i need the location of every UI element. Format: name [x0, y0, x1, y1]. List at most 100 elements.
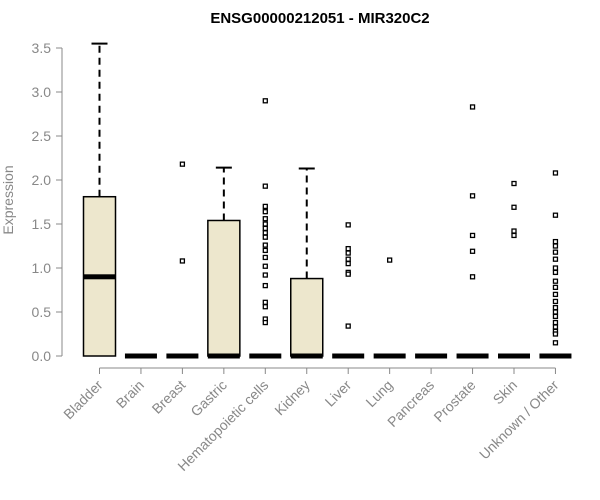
median-5 [290, 353, 323, 359]
median-9 [456, 353, 489, 359]
outlier-6-2 [345, 250, 351, 256]
x-tick-label-11: Unknown / Other [476, 377, 562, 463]
median-4 [249, 353, 282, 359]
median-7 [373, 353, 406, 359]
box-1 [124, 353, 157, 359]
box-8 [415, 353, 448, 359]
outlier-11-5 [552, 256, 559, 262]
outlier-11-9 [552, 284, 559, 291]
box-6 [332, 222, 365, 359]
box-body-3 [207, 219, 241, 357]
outlier-11-0 [552, 170, 559, 176]
outlier-4-11 [262, 254, 268, 261]
y-tick-label-1: 0.5 [32, 304, 52, 320]
outlier-4-15 [262, 299, 268, 305]
outlier-11-7 [552, 269, 559, 276]
outlier-9-1 [469, 193, 476, 199]
outlier-10-1 [511, 204, 517, 210]
y-tick-label-3: 1.5 [32, 216, 52, 232]
box-series [82, 42, 572, 359]
outlier-4-18 [262, 319, 268, 326]
outlier-6-7 [345, 323, 351, 329]
box-10 [498, 180, 530, 359]
x-tick-label-7: Lung [362, 377, 395, 410]
y-tick-label-0: 0.0 [32, 348, 52, 364]
outlier-4-14 [262, 282, 268, 289]
outlier-9-4 [469, 274, 476, 280]
outlier-4-0 [262, 98, 268, 104]
median-8 [415, 353, 448, 359]
outlier-11-12 [552, 304, 559, 311]
y-tick-label-2: 1.0 [32, 260, 52, 276]
outlier-11-6 [552, 265, 559, 271]
x-tick-label-5: Kidney [271, 377, 313, 419]
box-9 [456, 104, 489, 359]
outlier-4-5 [262, 221, 268, 227]
outlier-11-10 [552, 291, 559, 298]
outlier-10-0 [511, 180, 517, 187]
median-1 [124, 353, 157, 359]
box-5 [290, 167, 324, 359]
outlier-9-3 [469, 248, 476, 254]
outlier-10-3 [511, 232, 517, 239]
y-axis-label: Expression [0, 165, 16, 234]
outlier-11-8 [552, 278, 559, 284]
outlier-11-19 [552, 340, 559, 346]
median-10 [498, 353, 530, 359]
box-0 [82, 42, 117, 357]
median-0 [83, 274, 116, 280]
outlier-6-6 [345, 271, 351, 277]
outlier-6-3 [345, 256, 351, 262]
median-11 [539, 353, 572, 359]
outlier-4-12 [262, 263, 268, 269]
outlier-2-0 [179, 161, 186, 167]
outlier-4-1 [262, 183, 268, 189]
y-tick-label-5: 2.5 [32, 128, 52, 144]
box-2 [166, 161, 199, 359]
outlier-9-0 [469, 104, 476, 110]
outlier-9-2 [469, 232, 476, 239]
box-4 [249, 98, 282, 359]
outlier-11-13 [552, 309, 559, 315]
outlier-4-9 [262, 242, 268, 248]
median-2 [166, 353, 199, 359]
y-axis: 0.0 0.5 1.0 1.5 2.0 2.5 3.0 3.5 [32, 40, 63, 364]
box-body-5 [290, 277, 324, 357]
outlier-2-1 [179, 258, 186, 264]
y-tick-label-7: 3.5 [32, 40, 52, 56]
x-tick-label-9: Prostate [430, 377, 478, 425]
outlier-11-2 [552, 238, 559, 245]
outlier-4-6 [262, 225, 268, 232]
outlier-4-3 [262, 209, 268, 215]
y-tick-label-6: 3.0 [32, 84, 52, 100]
x-tick-label-6: Liver [322, 377, 355, 410]
median-3 [207, 353, 240, 359]
outlier-4-13 [262, 272, 268, 278]
outlier-4-4 [262, 216, 268, 222]
outlier-6-4 [345, 260, 351, 267]
outlier-11-1 [552, 212, 559, 218]
chart-title: ENSG00000212051 - MIR320C2 [210, 10, 429, 27]
outlier-6-1 [345, 245, 351, 252]
outlier-4-8 [262, 234, 268, 240]
box-7 [373, 257, 406, 359]
x-tick-label-10: Skin [490, 377, 521, 408]
median-6 [332, 353, 365, 359]
outlier-7-0 [386, 257, 393, 263]
outlier-4-16 [262, 304, 268, 310]
x-tick-label-1: Brain [113, 377, 147, 411]
box-3 [207, 166, 241, 359]
outlier-4-10 [262, 247, 268, 254]
outlier-4-2 [262, 203, 268, 210]
outlier-4-7 [262, 230, 268, 236]
outlier-11-4 [552, 249, 559, 255]
outlier-11-18 [552, 331, 559, 337]
outlier-11-15 [552, 319, 559, 326]
outlier-11-11 [552, 298, 559, 305]
outlier-11-3 [552, 243, 559, 249]
outlier-10-2 [511, 228, 517, 234]
outlier-11-16 [552, 324, 559, 330]
